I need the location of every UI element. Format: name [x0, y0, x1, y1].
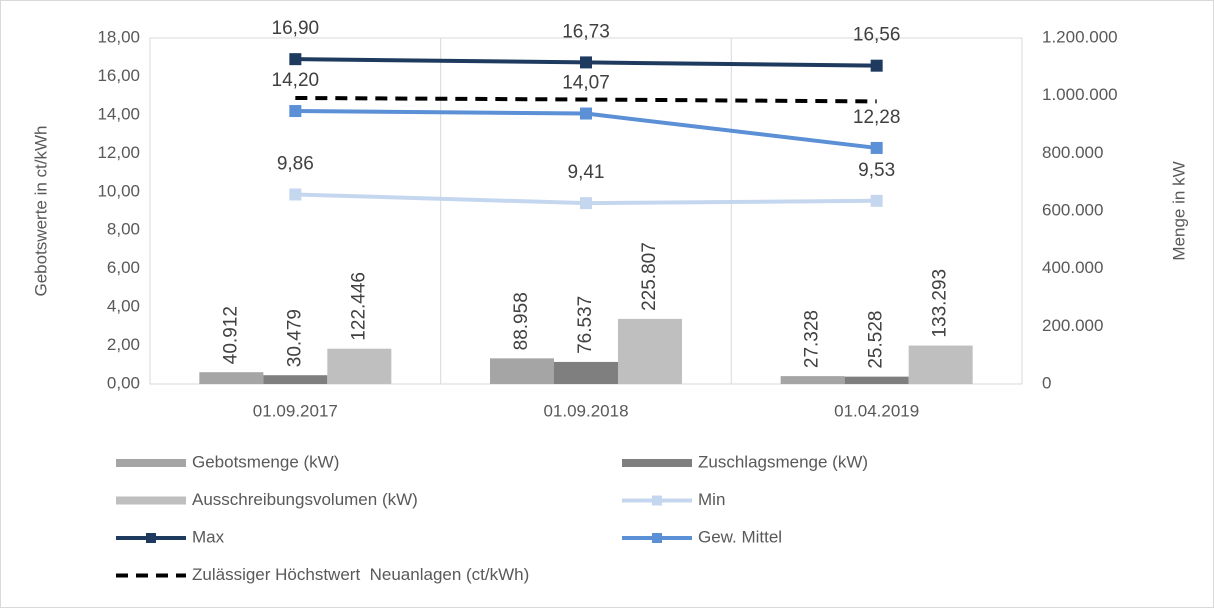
- bar: [844, 376, 909, 384]
- y-tick-label: 2,00: [107, 335, 140, 354]
- legend-label: Gew. Mittel: [698, 527, 782, 546]
- legend-label: Zuschlagsmenge (kW): [698, 452, 868, 471]
- data-label: 40.912: [220, 306, 241, 364]
- y-tick-label: 16,00: [97, 66, 140, 85]
- data-label: 122.446: [348, 272, 369, 341]
- data-label: 25.528: [866, 311, 887, 369]
- marker: [580, 56, 592, 69]
- bar: [908, 345, 973, 384]
- data-label: 16,73: [562, 21, 610, 42]
- y-tick-label: 8,00: [107, 220, 140, 239]
- data-label: 14,20: [272, 70, 320, 91]
- x-tick-label: 01.04.2019: [834, 401, 919, 420]
- data-label: 9,41: [568, 162, 605, 183]
- legend-marker: [146, 533, 156, 543]
- legend-swatch: [622, 459, 692, 467]
- legend-swatch: [116, 459, 186, 467]
- y-tick-label: 4,00: [107, 297, 140, 316]
- data-label: 9,86: [277, 153, 314, 174]
- bar: [780, 376, 845, 384]
- data-label: 225.807: [639, 242, 660, 311]
- marker: [289, 53, 302, 66]
- bar: [490, 358, 554, 384]
- x-tick-label: 01.09.2018: [543, 401, 628, 420]
- y-tick-label: 12,00: [97, 143, 140, 162]
- y-tick-label: 14,00: [97, 104, 140, 123]
- data-label: 30.479: [284, 309, 305, 367]
- x-tick-label: 01.09.2017: [253, 401, 338, 420]
- legend-label: Gebotsmenge (kW): [192, 452, 339, 471]
- bar: [618, 318, 682, 384]
- data-label: 16,56: [853, 25, 901, 46]
- marker: [580, 197, 592, 210]
- y2-tick-label: 1.200.000: [1042, 27, 1118, 46]
- y-tick-label: 10,00: [97, 181, 140, 200]
- legend-label: Min: [698, 490, 725, 509]
- bar: [327, 348, 392, 384]
- data-label: 88.958: [511, 292, 532, 350]
- y2-tick-label: 200.000: [1042, 316, 1103, 335]
- marker: [870, 141, 883, 154]
- marker: [289, 188, 302, 201]
- data-label: 133.293: [930, 269, 951, 338]
- legend-label: Ausschreibungsvolumen (kW): [192, 490, 418, 509]
- y2-tick-label: 600.000: [1042, 200, 1103, 219]
- y-tick-label: 18,00: [97, 27, 140, 46]
- y2-tick-label: 1.000.000: [1042, 85, 1118, 104]
- data-label: 9,53: [858, 160, 895, 181]
- legend-label: Zulässiger Höchstwert Neuanlagen (ct/kWh…: [192, 565, 529, 584]
- data-label: 14,07: [562, 73, 610, 94]
- y2-tick-label: 400.000: [1042, 258, 1103, 277]
- legend-marker: [652, 495, 662, 506]
- legend-marker: [652, 533, 662, 543]
- marker: [580, 107, 592, 120]
- y-tick-label: 0,00: [107, 373, 140, 392]
- marker: [870, 194, 883, 207]
- y2-axis-title: Menge in kW: [1169, 161, 1188, 260]
- data-label: 27.328: [802, 310, 823, 368]
- bar: [263, 375, 328, 384]
- bar: [554, 361, 618, 384]
- marker: [289, 105, 302, 118]
- data-label: 12,28: [853, 107, 901, 128]
- line: [295, 95, 877, 104]
- y-axis-title: Gebotswerte in ct/kWh: [31, 125, 50, 296]
- bar: [199, 372, 264, 384]
- y-tick-label: 6,00: [107, 258, 140, 277]
- data-label: 76.537: [575, 296, 596, 354]
- legend-swatch: [116, 496, 186, 505]
- data-label: 16,90: [272, 18, 320, 39]
- marker: [870, 59, 883, 72]
- y2-tick-label: 0: [1042, 373, 1051, 392]
- legend-label: Max: [192, 527, 225, 546]
- y2-tick-label: 800.000: [1042, 143, 1103, 162]
